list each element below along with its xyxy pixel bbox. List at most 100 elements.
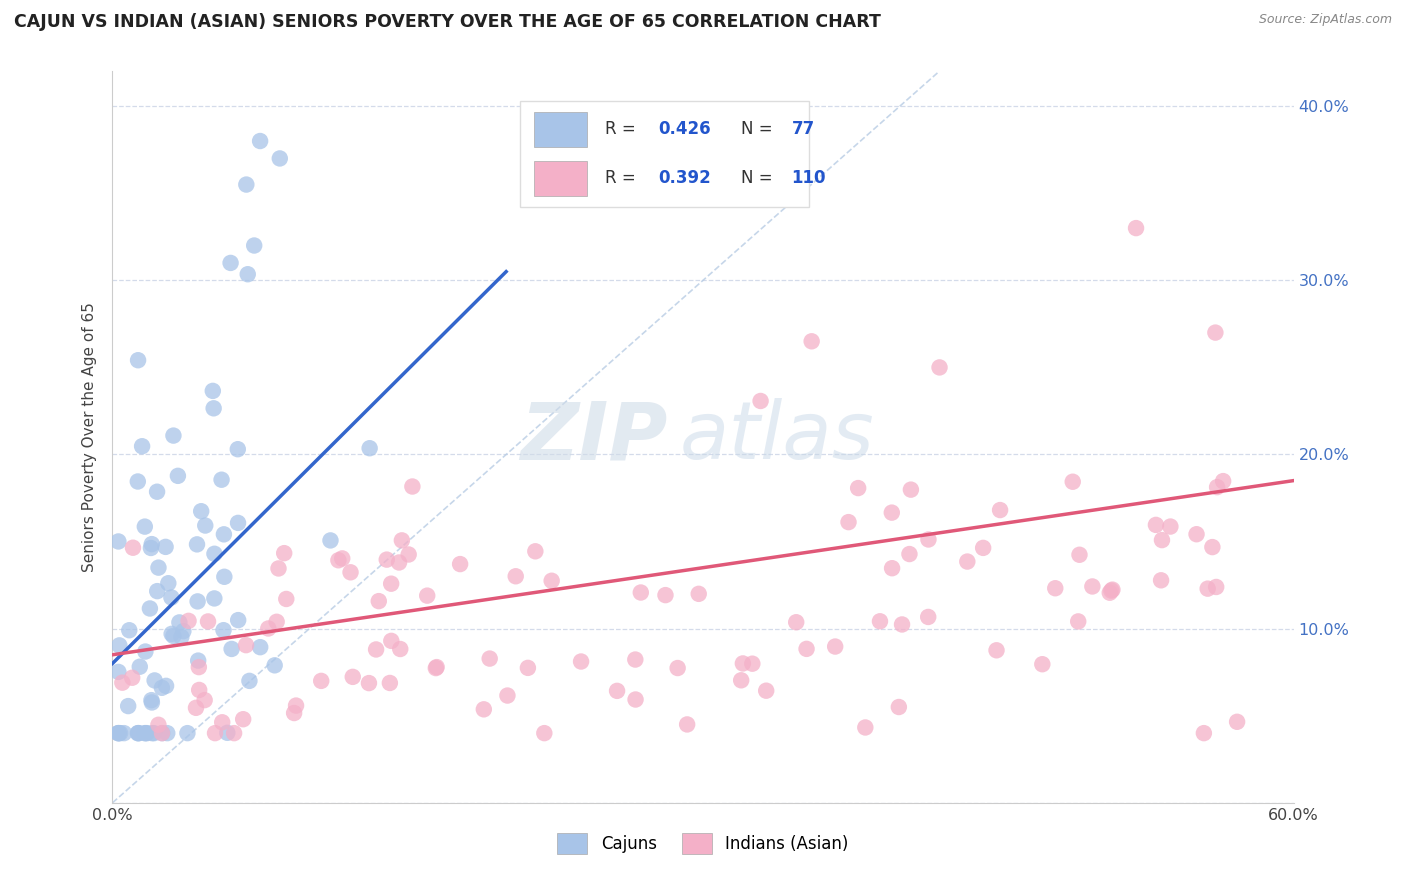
Point: [654, 588, 676, 602]
Point: [972, 541, 994, 555]
Point: [824, 640, 846, 654]
Point: [221, 642, 243, 657]
Point: [134, 726, 156, 740]
Point: [516, 661, 538, 675]
Point: [141, 537, 163, 551]
Point: [380, 633, 402, 648]
Point: [1212, 474, 1234, 488]
Point: [755, 683, 778, 698]
Point: [1098, 585, 1121, 599]
Point: [267, 561, 290, 575]
Point: [177, 614, 200, 628]
Point: [211, 473, 233, 487]
Point: [426, 660, 449, 674]
Point: [956, 555, 979, 569]
Point: [785, 615, 807, 630]
Point: [853, 721, 876, 735]
FancyBboxPatch shape: [520, 101, 810, 207]
Point: [201, 384, 224, 398]
Point: [1192, 726, 1215, 740]
Point: [1197, 582, 1219, 596]
Point: [389, 642, 412, 657]
Point: [157, 576, 180, 591]
Point: [202, 591, 225, 606]
Point: [107, 665, 129, 679]
Point: [150, 681, 173, 695]
Point: [162, 428, 184, 442]
Point: [388, 556, 411, 570]
Point: [1205, 580, 1227, 594]
Point: [1226, 714, 1249, 729]
Point: [688, 587, 710, 601]
Point: [214, 570, 236, 584]
Point: [194, 693, 217, 707]
Text: 0.426: 0.426: [658, 120, 711, 138]
Y-axis label: Seniors Poverty Over the Age of 65: Seniors Poverty Over the Age of 65: [82, 302, 97, 572]
Point: [1150, 574, 1173, 588]
Point: [134, 519, 156, 533]
Point: [988, 503, 1011, 517]
Point: [162, 629, 184, 643]
Point: [172, 624, 194, 639]
Legend: Cajuns, Indians (Asian): Cajuns, Indians (Asian): [551, 827, 855, 860]
Point: [1062, 475, 1084, 489]
Point: [112, 726, 135, 740]
Point: [108, 726, 131, 740]
Point: [1101, 582, 1123, 597]
Point: [107, 726, 129, 740]
Point: [143, 673, 166, 688]
Point: [330, 551, 353, 566]
Point: [1206, 480, 1229, 494]
Point: [186, 537, 208, 551]
Point: [928, 360, 950, 375]
Point: [187, 654, 209, 668]
Point: [212, 527, 235, 541]
Point: [134, 644, 156, 658]
Point: [127, 475, 149, 489]
Text: ZIP: ZIP: [520, 398, 668, 476]
Point: [1081, 579, 1104, 593]
Point: [339, 566, 361, 580]
Point: [917, 610, 939, 624]
Text: 110: 110: [792, 169, 827, 187]
Point: [1125, 221, 1147, 235]
Point: [986, 643, 1008, 657]
Point: [131, 439, 153, 453]
Point: [150, 726, 173, 740]
Point: [139, 601, 162, 615]
Point: [505, 569, 527, 583]
Point: [741, 657, 763, 671]
Point: [880, 561, 903, 575]
Point: [146, 584, 169, 599]
Text: N =: N =: [741, 120, 778, 138]
Point: [630, 585, 652, 599]
Text: 0.392: 0.392: [658, 169, 711, 187]
Point: [891, 617, 914, 632]
Point: [176, 726, 198, 740]
Point: [416, 589, 439, 603]
Point: [540, 574, 562, 588]
Point: [204, 726, 226, 740]
Point: [160, 591, 183, 605]
Point: [170, 630, 193, 644]
Point: [391, 533, 413, 548]
Point: [496, 689, 519, 703]
Point: [283, 706, 305, 720]
Point: [880, 506, 903, 520]
Point: [1031, 657, 1053, 672]
Point: [108, 639, 131, 653]
Point: [375, 552, 398, 566]
Point: [141, 726, 163, 740]
Text: atlas: atlas: [679, 398, 875, 476]
Point: [257, 622, 280, 636]
Point: [1067, 615, 1090, 629]
Point: [472, 702, 495, 716]
Point: [328, 553, 350, 567]
Point: [898, 547, 921, 561]
Point: [887, 700, 910, 714]
Point: [342, 670, 364, 684]
Point: [319, 533, 342, 548]
Point: [359, 441, 381, 455]
Point: [127, 353, 149, 368]
Point: [1204, 326, 1226, 340]
